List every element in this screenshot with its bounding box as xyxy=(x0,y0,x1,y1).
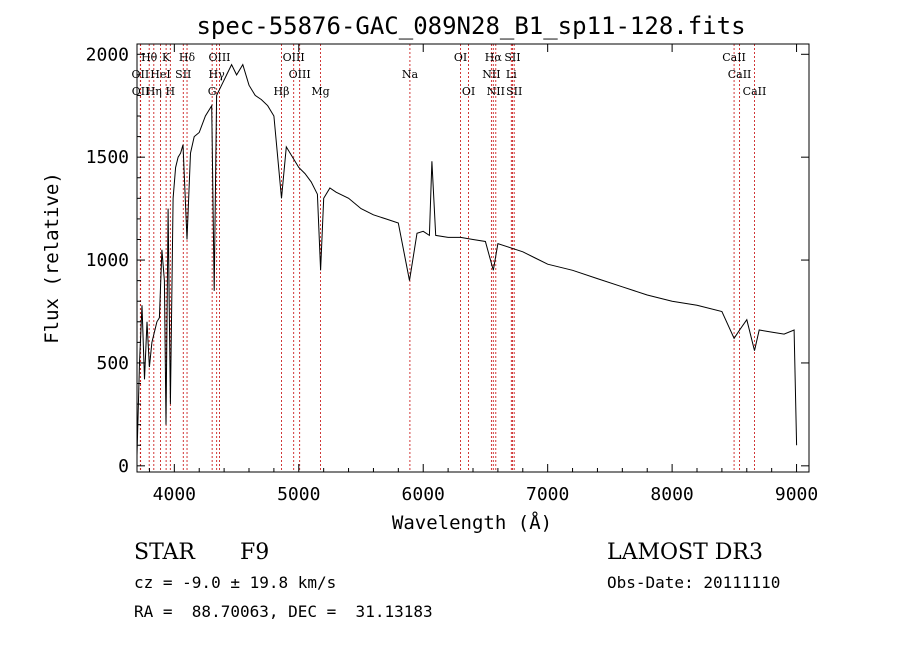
line-label-hη: Hη xyxy=(146,85,162,98)
spectrum-line xyxy=(136,63,798,456)
x-tick-label: 9000 xyxy=(775,484,818,505)
y-axis-label: Flux (relative) xyxy=(41,172,63,344)
line-label-oiii: OIII xyxy=(283,51,305,64)
plot-frame xyxy=(136,43,810,473)
line-label-caii: CaII xyxy=(743,85,767,98)
x-tick-label: 6000 xyxy=(402,484,445,505)
line-label-oi: OI xyxy=(454,51,467,64)
line-label-hθ: Hθ xyxy=(141,51,158,64)
line-label-oii: OII xyxy=(132,85,150,98)
coordinates: RA = 88.70063, DEC = 31.13183 xyxy=(134,602,433,621)
y-axis-ticks: 0 500 1000 1500 2000 xyxy=(86,44,809,477)
line-label-hγ: Hγ xyxy=(209,68,226,81)
x-axis-ticks: 4000 5000 6000 7000 8000 9000 xyxy=(148,44,818,505)
line-label-hδ: Hδ xyxy=(179,51,196,64)
line-label-nii: NII xyxy=(487,85,505,98)
y-tick-label: 2000 xyxy=(86,44,129,65)
line-label-hei: HeI xyxy=(150,68,170,81)
line-label-oiii: OIII xyxy=(208,51,230,64)
x-tick-label: 7000 xyxy=(526,484,569,505)
line-label-k: K xyxy=(162,51,171,64)
line-label-caii: CaII xyxy=(728,68,752,81)
y-tick-label: 1000 xyxy=(86,250,129,271)
x-axis-label: Wavelength (Å) xyxy=(392,511,552,534)
y-tick-label: 0 xyxy=(118,456,129,477)
line-label-li: Li xyxy=(506,68,517,81)
line-label-mg: Mg xyxy=(311,85,329,98)
line-label-sii: SII xyxy=(506,85,522,98)
line-label-nii: NII xyxy=(482,68,500,81)
x-tick-label: 5000 xyxy=(277,484,320,505)
x-tick-label: 4000 xyxy=(153,484,196,505)
line-label-hβ: Hβ xyxy=(274,85,290,98)
survey-name: LAMOST DR3 xyxy=(607,540,763,565)
emission-line-markers xyxy=(139,44,755,472)
line-label-oiii: OIII xyxy=(289,68,311,81)
line-label-hα: Hα xyxy=(485,51,503,64)
line-label-na: Na xyxy=(402,68,419,81)
line-label-caii: CaII xyxy=(722,51,746,64)
y-tick-label: 500 xyxy=(96,353,129,374)
line-label-oi: OI xyxy=(462,85,475,98)
obs-date: Obs-Date: 20111110 xyxy=(607,573,781,592)
line-label-sii: SII xyxy=(504,51,520,64)
redshift-value: cz = -9.0 ± 19.8 km/s xyxy=(134,573,337,592)
chart-title: spec-55876-GAC_089N28_B1_sp11-128.fits xyxy=(196,12,745,40)
line-label-sii: SII xyxy=(175,68,191,81)
object-class: STAR xyxy=(134,540,195,565)
y-tick-label: 1500 xyxy=(86,147,129,168)
line-label-h: H xyxy=(166,85,176,98)
x-tick-label: 8000 xyxy=(650,484,693,505)
object-subclass: F9 xyxy=(240,540,270,565)
line-label-g: G xyxy=(208,85,217,98)
